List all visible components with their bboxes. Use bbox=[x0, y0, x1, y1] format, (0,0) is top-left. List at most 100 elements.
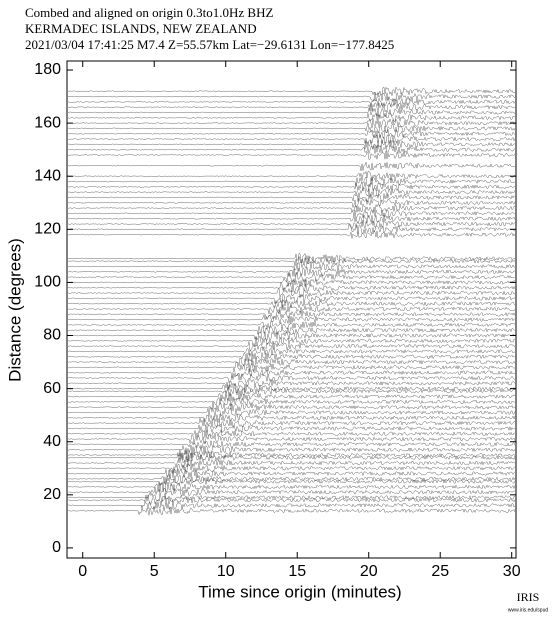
y-tick-label: 60 bbox=[43, 380, 61, 397]
seismic-trace bbox=[67, 140, 516, 150]
seismic-trace bbox=[67, 474, 516, 485]
seismic-trace bbox=[68, 444, 516, 455]
seismic-trace bbox=[67, 266, 516, 277]
seismic-trace bbox=[67, 118, 516, 129]
seismic-trace bbox=[67, 161, 516, 171]
seismic-trace bbox=[67, 476, 516, 487]
y-axis-label: Distance (degrees) bbox=[5, 238, 24, 382]
seismic-trace bbox=[67, 500, 516, 510]
seismic-trace bbox=[67, 170, 515, 182]
seismic-trace bbox=[67, 452, 516, 464]
y-tick-label: 120 bbox=[34, 221, 61, 238]
seismic-trace bbox=[67, 223, 516, 234]
event-info: 2021/03/04 17:41:25 M7.4 Z=55.57km Lat=−… bbox=[25, 37, 394, 52]
seismic-trace bbox=[67, 304, 516, 315]
seismic-trace bbox=[67, 287, 516, 298]
seismic-trace bbox=[67, 91, 516, 102]
plot-area bbox=[67, 86, 516, 516]
y-tick-label: 20 bbox=[43, 486, 61, 503]
seismic-trace bbox=[67, 335, 516, 347]
y-tick-label: 40 bbox=[43, 433, 61, 450]
y-tick-label: 160 bbox=[34, 114, 61, 131]
seismic-trace bbox=[67, 208, 516, 219]
seismic-trace bbox=[68, 379, 516, 388]
seismic-trace bbox=[67, 230, 516, 239]
seismic-trace bbox=[67, 406, 516, 417]
x-tick-label: 30 bbox=[503, 563, 521, 580]
seismic-trace bbox=[67, 261, 516, 272]
seismic-trace bbox=[67, 106, 516, 118]
chart-subtitle: KERMADEC ISLANDS, NEW ZEALAND bbox=[25, 21, 257, 36]
plot-frame bbox=[66, 60, 517, 559]
seismic-trace bbox=[67, 505, 516, 516]
seismic-trace bbox=[67, 102, 516, 113]
seismic-trace bbox=[67, 219, 516, 230]
seismic-trace bbox=[67, 129, 516, 139]
seismic-trace bbox=[68, 449, 516, 461]
seismic-trace bbox=[67, 145, 516, 154]
seismic-trace bbox=[67, 372, 516, 384]
seismic-trace bbox=[67, 429, 516, 439]
x-axis-label: Time since origin (minutes) bbox=[198, 582, 401, 601]
seismic-trace bbox=[67, 391, 516, 402]
seismic-trace bbox=[67, 122, 516, 134]
seismic-trace bbox=[67, 494, 516, 505]
y-tick-label: 80 bbox=[43, 327, 61, 344]
seismic-trace bbox=[67, 486, 516, 497]
seismic-trace bbox=[67, 150, 516, 160]
seismic-trace bbox=[67, 181, 516, 192]
seismic-trace bbox=[67, 176, 516, 187]
seismic-trace bbox=[67, 357, 516, 367]
y-tick-label: 100 bbox=[34, 274, 61, 291]
seismic-trace bbox=[67, 346, 516, 357]
seismic-trace bbox=[67, 187, 516, 197]
seismic-trace bbox=[67, 367, 516, 378]
seismic-trace bbox=[67, 272, 516, 283]
x-tick-label: 0 bbox=[78, 563, 87, 580]
seismic-trace bbox=[67, 463, 516, 474]
logo: IRIS bbox=[517, 590, 540, 604]
seismic-trace bbox=[67, 413, 516, 423]
seismic-trace bbox=[67, 491, 516, 503]
seismic-trace bbox=[67, 197, 516, 209]
x-tick-label: 20 bbox=[360, 563, 378, 580]
seismic-trace bbox=[67, 330, 516, 341]
seismic-trace bbox=[67, 417, 516, 428]
x-tick-label: 10 bbox=[217, 563, 235, 580]
seismic-trace bbox=[67, 320, 516, 330]
logo-url: www.iris.edu/spud bbox=[508, 607, 549, 613]
seismic-trace bbox=[67, 112, 516, 122]
x-tick-label: 5 bbox=[150, 563, 159, 580]
y-tick-label: 180 bbox=[34, 61, 61, 78]
seismic-trace bbox=[67, 457, 516, 468]
seismic-trace bbox=[67, 256, 516, 267]
seismic-trace bbox=[68, 299, 516, 309]
seismic-trace bbox=[67, 424, 516, 434]
seismic-trace bbox=[67, 314, 516, 324]
seismic-trace bbox=[67, 481, 516, 492]
chart-title: Combed and aligned on origin 0.3to1.0Hz … bbox=[25, 5, 273, 20]
seismic-trace bbox=[67, 293, 516, 304]
seismic-trace bbox=[67, 341, 516, 352]
seismic-trace bbox=[67, 383, 516, 394]
seismic-trace bbox=[67, 308, 516, 320]
seismic-trace bbox=[67, 440, 516, 449]
seismic-trace bbox=[67, 401, 516, 412]
y-tick-label: 140 bbox=[34, 167, 61, 184]
seismic-trace bbox=[67, 352, 516, 362]
x-tick-label: 25 bbox=[431, 563, 449, 580]
seismic-trace bbox=[67, 277, 516, 287]
seismic-trace bbox=[67, 86, 516, 96]
seismic-trace bbox=[67, 325, 516, 335]
seismic-trace bbox=[67, 386, 516, 397]
seismic-trace bbox=[67, 468, 516, 479]
seismic-trace bbox=[67, 203, 516, 213]
x-tick-label: 15 bbox=[288, 563, 306, 580]
seismic-trace bbox=[67, 361, 516, 373]
seismic-trace bbox=[67, 192, 516, 203]
seismic-trace bbox=[67, 281, 516, 293]
seismic-trace bbox=[67, 252, 516, 264]
seismic-trace bbox=[67, 96, 516, 108]
y-tick-label: 0 bbox=[52, 539, 61, 556]
